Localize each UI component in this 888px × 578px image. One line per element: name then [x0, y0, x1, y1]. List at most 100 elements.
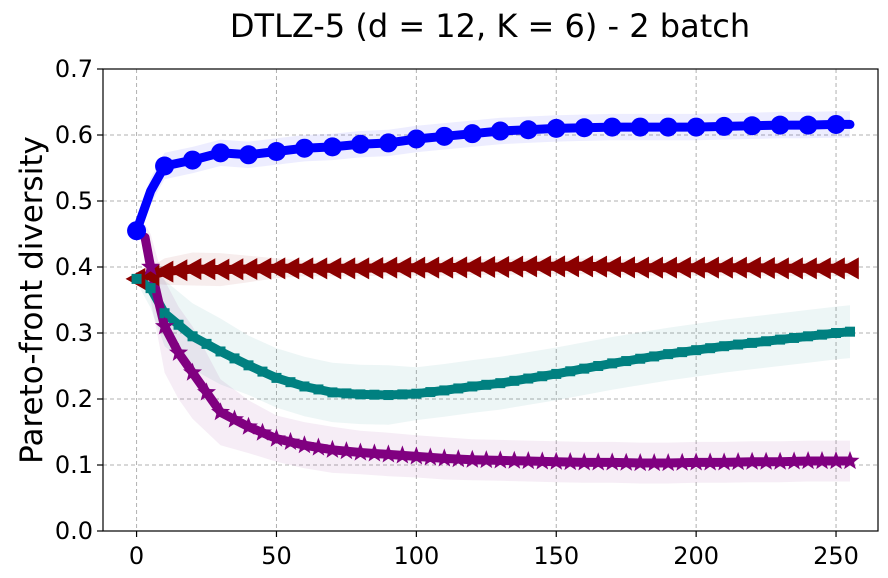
darkred-triangle-marker — [657, 256, 677, 279]
purple-star-marker — [392, 445, 412, 464]
purple-star-marker — [686, 452, 706, 471]
teal-square-marker — [131, 273, 142, 284]
purple-star-marker — [434, 448, 454, 467]
purple-star-marker — [616, 452, 636, 471]
purple-star-marker — [420, 447, 440, 466]
purple-star-marker — [630, 453, 650, 472]
blue-circle-marker — [238, 145, 258, 165]
purple-star-marker — [448, 449, 468, 468]
purple-star-marker — [406, 446, 426, 465]
blue-circle-marker — [350, 134, 370, 154]
teal-square-marker — [145, 283, 156, 294]
teal-square-marker — [593, 361, 604, 371]
blue-circle-marker — [630, 117, 650, 137]
blue-circle-marker — [406, 129, 426, 149]
teal-square-marker — [635, 353, 646, 364]
darkred-triangle-marker — [433, 256, 454, 279]
darkred-triangle-marker — [629, 256, 649, 279]
teal-square-marker — [649, 351, 660, 362]
darkred-triangle-marker — [783, 257, 803, 280]
teal-square-marker — [677, 347, 688, 358]
darkred-triangle-marker — [209, 258, 230, 281]
x-tick-label: 150 — [533, 542, 579, 570]
teal-square-marker — [229, 353, 240, 364]
darkred-triangle-marker — [153, 260, 174, 283]
y-tick-label: 0.2 — [55, 385, 93, 413]
darkred-triangle-marker — [503, 255, 524, 278]
darkred-triangle-marker — [489, 256, 510, 278]
blue-circle-marker — [434, 126, 454, 146]
darkred-triangle-marker — [321, 257, 342, 280]
teal-square-marker — [285, 377, 296, 388]
teal-square-marker — [565, 366, 576, 377]
purple-star-marker — [239, 416, 258, 435]
blue-circle-marker — [546, 118, 566, 138]
teal-square-marker — [201, 338, 212, 349]
purple-star-marker — [364, 443, 384, 462]
darkred-triangle-marker — [377, 256, 398, 279]
teal-square-marker — [425, 387, 436, 398]
purple-star-marker — [588, 452, 608, 471]
blue-circle-marker — [686, 117, 706, 137]
darkred-triangle-marker — [195, 258, 216, 281]
y-axis-label: Pareto-front diversity — [14, 136, 50, 464]
teal-square-marker — [481, 379, 492, 390]
series-markers — [125, 114, 860, 472]
blue-circle-marker — [490, 121, 510, 141]
purple-star-marker — [322, 439, 342, 458]
purple-star-marker — [840, 451, 860, 470]
teal-square-marker — [817, 329, 828, 340]
darkred-triangle-marker — [237, 257, 258, 280]
y-tick-label: 0.6 — [55, 121, 93, 149]
darkred-triangle-marker — [335, 257, 356, 280]
purple-star-marker — [155, 316, 175, 335]
darkred-triangle-marker — [307, 257, 328, 280]
darkred-triangle-marker — [727, 256, 747, 279]
purple-star-marker — [308, 437, 328, 456]
darkred-triangle-marker — [251, 257, 272, 280]
darkred-triangle-marker — [349, 257, 370, 280]
teal-square-marker — [341, 388, 352, 399]
darkred-triangle-marker — [755, 256, 775, 279]
darkred-triangle-marker — [573, 255, 594, 278]
purple-star-marker — [294, 435, 314, 454]
darkred-triangle-marker — [685, 256, 705, 279]
purple-star-marker — [714, 452, 734, 471]
teal-square-marker — [467, 381, 478, 392]
teal-square-marker — [299, 381, 310, 392]
darkred-triangle-marker — [615, 256, 635, 279]
blue-circle-marker — [574, 118, 594, 138]
darkred-triangle-marker — [167, 259, 188, 282]
teal-square-marker — [691, 345, 702, 356]
darkred-triangle-marker — [391, 256, 412, 279]
darkred-triangle-marker — [699, 256, 719, 279]
purple-star-marker — [169, 342, 189, 361]
purple-star-marker — [560, 452, 580, 471]
purple-star-marker — [518, 451, 538, 470]
darkred-triangle-marker — [447, 256, 468, 279]
blue-circle-marker — [266, 142, 286, 161]
darkred-triangle-marker — [713, 256, 733, 279]
darkred-triangle-marker — [405, 256, 426, 279]
y-tick-label: 0.3 — [55, 319, 93, 347]
blue-circle-marker — [462, 124, 482, 144]
purple-star-marker — [462, 449, 482, 468]
darkred-triangle-marker — [671, 256, 691, 279]
x-tick-label: 250 — [813, 542, 859, 570]
blue-circle-marker — [742, 116, 762, 136]
teal-square-marker — [383, 390, 394, 401]
blue-circle-marker — [826, 114, 846, 134]
chart-title: DTLZ-5 (d = 12, K = 6) - 2 batch — [230, 7, 750, 45]
purple-star-marker — [798, 451, 818, 470]
blue-circle-marker — [798, 115, 818, 135]
teal-square-marker — [537, 371, 548, 382]
purple-star-marker — [225, 409, 244, 428]
teal-square-marker — [313, 384, 324, 395]
darkred-triangle-marker — [475, 256, 496, 278]
teal-square-marker — [439, 385, 450, 396]
blue-circle-marker — [183, 150, 203, 170]
blue-circle-marker — [211, 143, 231, 163]
blue-circle-marker — [378, 133, 398, 153]
purple-star-marker — [490, 450, 510, 469]
purple-star-marker — [504, 450, 524, 469]
